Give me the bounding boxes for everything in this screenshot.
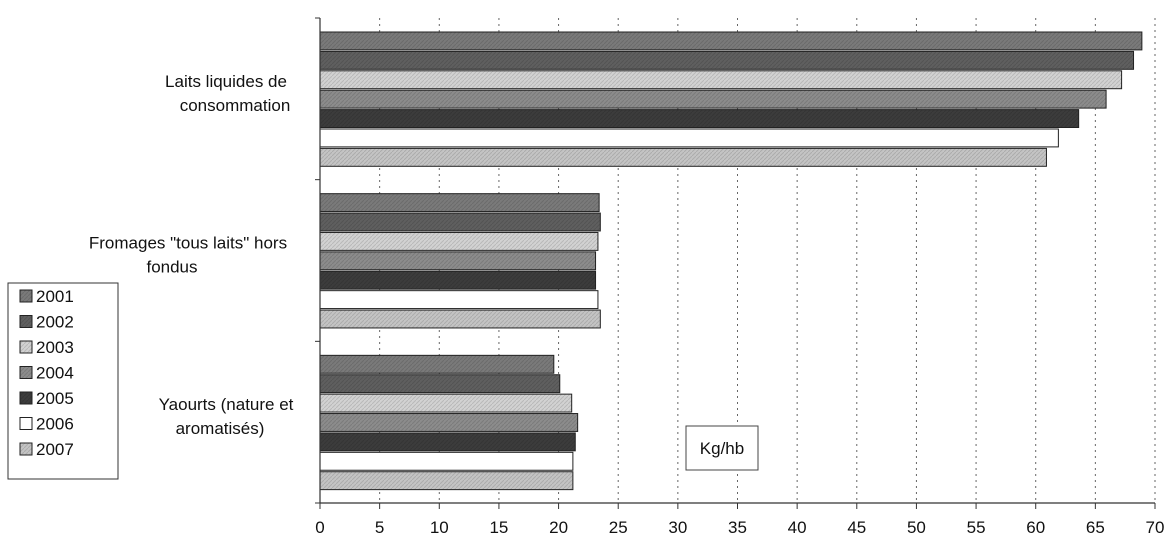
x-tick-labels: 0 5 10 15 20 25 30 35 40 45 50 55 60 65 70	[315, 518, 1164, 537]
x-tick-label: 60	[1026, 518, 1045, 537]
x-tick-label: 50	[907, 518, 926, 537]
legend-label: 2001	[36, 287, 74, 306]
bar-2007	[319, 147, 1047, 167]
bar-2005	[319, 109, 1080, 128]
x-tick-label: 65	[1086, 518, 1105, 537]
unit-box	[685, 425, 759, 471]
unit-annotation: Kg/hb	[685, 425, 759, 471]
bar-2001	[319, 193, 600, 213]
legend: 2001 2002 2003 2004 2005 2006 2007	[7, 282, 119, 480]
category-labels: Laits liquides de consommation Fromages "t…	[89, 72, 294, 438]
bar-2002	[319, 212, 601, 232]
unit-label: Kg/hb	[700, 439, 744, 458]
bar-2003	[319, 231, 599, 251]
x-tick-label: 25	[609, 518, 628, 537]
bar-2002	[319, 50, 1135, 70]
x-tick-label: 55	[967, 518, 986, 537]
x-tick-label: 10	[430, 518, 449, 537]
x-tick-label: 40	[788, 518, 807, 537]
legend-swatch	[19, 315, 33, 328]
legend-label: 2003	[36, 338, 74, 357]
legend-swatch	[19, 417, 33, 430]
legend-label: 2007	[36, 440, 74, 459]
x-tick-label: 0	[315, 518, 324, 537]
bar-2001	[319, 31, 1143, 51]
bar-2004	[319, 251, 597, 271]
bar-2006	[319, 128, 1059, 148]
x-tick-label: 45	[847, 518, 866, 537]
axes	[315, 17, 1156, 509]
bar-2006	[319, 451, 574, 471]
bar-2002	[319, 374, 561, 394]
bars	[319, 31, 1143, 491]
x-tick-label: 30	[668, 518, 687, 537]
bar-2005	[319, 432, 576, 452]
bar-2001	[319, 354, 555, 374]
bar-2003	[319, 393, 573, 413]
x-tick-label: 15	[489, 518, 508, 537]
bar-2003	[319, 70, 1123, 90]
x-tick-label: 35	[728, 518, 747, 537]
bar-2007	[319, 309, 601, 329]
legend-swatch	[19, 289, 33, 303]
legend-swatch	[19, 391, 33, 405]
bar-2006	[319, 290, 599, 310]
legend-label: 2004	[36, 364, 74, 383]
category-label: Laits liquides de consommation	[165, 72, 290, 115]
legend-swatch	[19, 442, 33, 456]
category-label: Yaourts (nature et aromatisés)	[159, 395, 294, 438]
legend-swatch	[19, 340, 33, 354]
bar-2007	[319, 471, 574, 491]
legend-label: 2006	[36, 415, 74, 434]
bar-2004	[319, 89, 1107, 109]
category-label: Fromages "tous laits" hors fondus	[89, 234, 287, 277]
bar-2005	[319, 270, 597, 290]
x-tick-label: 20	[549, 518, 568, 537]
legend-label: 2005	[36, 389, 74, 408]
legend-label: 2002	[36, 313, 74, 332]
x-tick-label: 5	[375, 518, 384, 537]
bar-2004	[319, 413, 579, 432]
x-tick-label: 70	[1146, 518, 1165, 537]
legend-swatch	[19, 366, 33, 379]
